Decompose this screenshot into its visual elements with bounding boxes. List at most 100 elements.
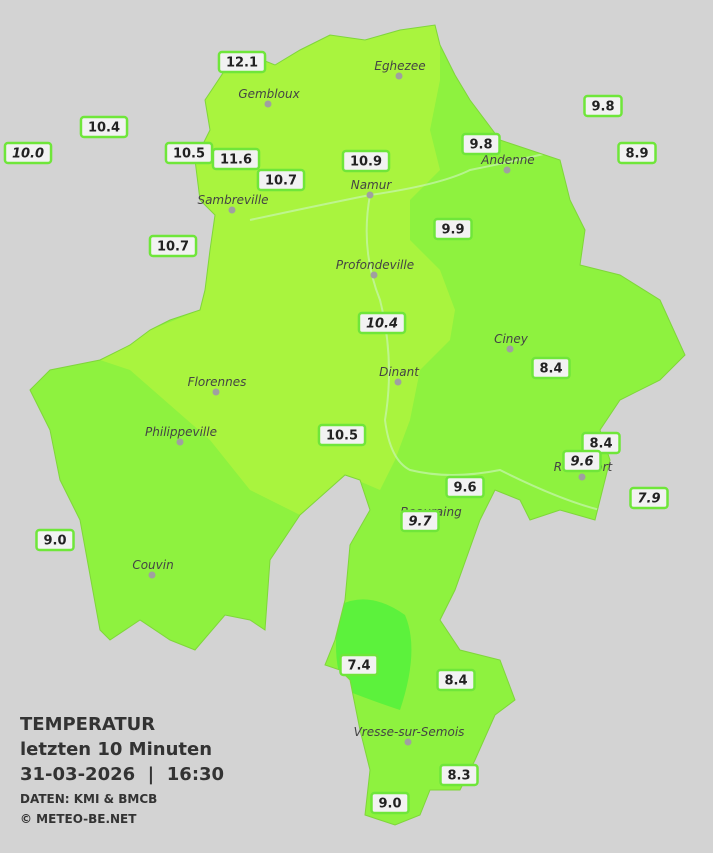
station-box	[436, 668, 476, 692]
station-box	[35, 528, 75, 552]
station-value: 7.9	[637, 492, 660, 507]
town-name: Dinant	[379, 365, 420, 379]
town-name: Vresse-sur-Semois	[354, 725, 465, 739]
station: 9.7	[400, 509, 440, 533]
towns: Eghezee Gembloux Andenne Namur Sambreville Pr…	[132, 59, 614, 746]
station: 10.7	[148, 234, 198, 258]
station: 10.4	[79, 115, 129, 139]
station-box	[339, 653, 379, 677]
legend-copyright: © METEO-BE.NET	[20, 812, 137, 826]
station: 11.6	[211, 147, 261, 171]
town-name: Florennes	[188, 375, 247, 389]
town-dot	[404, 738, 412, 746]
town-dot	[503, 166, 511, 174]
station: 9.6	[562, 449, 602, 473]
station: 12.1	[217, 50, 267, 74]
station-value: 9.9	[441, 223, 464, 238]
station: 9.8	[583, 94, 623, 118]
station-value: 7.4	[347, 659, 370, 674]
town-dot	[212, 388, 220, 396]
station-value: 8.4	[444, 674, 467, 689]
station-box	[341, 149, 391, 173]
station-box	[217, 50, 267, 74]
station-box	[256, 168, 306, 192]
station-box	[617, 141, 657, 165]
town-name: Philippeville	[145, 425, 217, 439]
station-box	[317, 423, 367, 447]
station-box	[629, 486, 669, 510]
province-border	[29, 24, 686, 826]
station-box	[433, 217, 473, 241]
station: 8.4	[436, 668, 476, 692]
station-value: 8.9	[625, 147, 648, 162]
station: 9.9	[433, 217, 473, 241]
town-name: Profondeville	[336, 258, 414, 272]
station: 8.4	[531, 356, 571, 380]
town-dot	[176, 438, 184, 446]
town-name: Gembloux	[238, 87, 300, 101]
station-box	[79, 115, 129, 139]
station-value: 9.0	[378, 797, 401, 812]
station-box	[148, 234, 198, 258]
legend-datetime: 31-03-2026 | 16:30	[20, 764, 224, 785]
station-value: 11.6	[220, 153, 252, 168]
station-box	[211, 147, 261, 171]
station-value: 9.8	[591, 100, 614, 115]
station: 7.4	[339, 653, 379, 677]
station-value: 10.4	[88, 121, 120, 136]
legend: TEMPERATUR letzten 10 Minuten 31-03-2026…	[20, 714, 224, 826]
station-value: 10.4	[366, 317, 398, 332]
station-box	[445, 475, 485, 499]
town-dot	[264, 100, 272, 108]
station-box	[531, 356, 571, 380]
station-box	[583, 94, 623, 118]
station-box	[370, 791, 410, 815]
station: 10.7	[256, 168, 306, 192]
town-name: Namur	[351, 178, 393, 192]
station: 8.9	[617, 141, 657, 165]
station-value: 10.0	[12, 147, 44, 162]
town-dot	[148, 571, 156, 579]
town-dot	[366, 191, 374, 199]
station: 8.3	[439, 763, 479, 787]
station-value: 8.3	[447, 769, 470, 784]
town-dot	[394, 378, 402, 386]
station-value: 12.1	[226, 56, 258, 71]
station-value: 8.4	[589, 437, 612, 452]
station: 10.9	[341, 149, 391, 173]
town-dot	[228, 206, 236, 214]
town-dot	[506, 345, 514, 353]
station-value: 10.7	[265, 174, 297, 189]
station: 10.0	[3, 141, 53, 165]
station-value: 8.4	[539, 362, 562, 377]
station-box	[461, 132, 501, 156]
station: 7.9	[629, 486, 669, 510]
station: 10.5	[164, 141, 214, 165]
legend-period: letzten 10 Minuten	[20, 739, 212, 760]
station-box	[3, 141, 53, 165]
station-box	[357, 311, 407, 335]
station: 9.0	[370, 791, 410, 815]
station-value: 9.6	[453, 481, 476, 496]
station: 9.0	[35, 528, 75, 552]
station: 10.5	[317, 423, 367, 447]
station-value: 10.7	[157, 240, 189, 255]
station: 10.4	[357, 311, 407, 335]
town-name: Andenne	[480, 153, 534, 167]
town-name: Couvin	[132, 558, 173, 572]
station-value: 9.8	[469, 138, 492, 153]
station-value: 10.5	[173, 147, 205, 162]
town-name: Sambreville	[197, 193, 268, 207]
station: 9.6	[445, 475, 485, 499]
station-value: 9.7	[408, 515, 432, 530]
station-value: 10.5	[326, 429, 358, 444]
station: 9.8	[461, 132, 501, 156]
town-dot	[370, 271, 378, 279]
stations: 12.1 10.4 10.0 10.5 11.6 10.7 10.9 9.8 9.8 8.9 10.…	[3, 50, 669, 815]
town-dot	[395, 72, 403, 80]
town-dot	[578, 473, 586, 481]
station-value: 10.9	[350, 155, 382, 170]
station-value: 9.6	[570, 455, 593, 470]
rivers	[249, 149, 601, 511]
